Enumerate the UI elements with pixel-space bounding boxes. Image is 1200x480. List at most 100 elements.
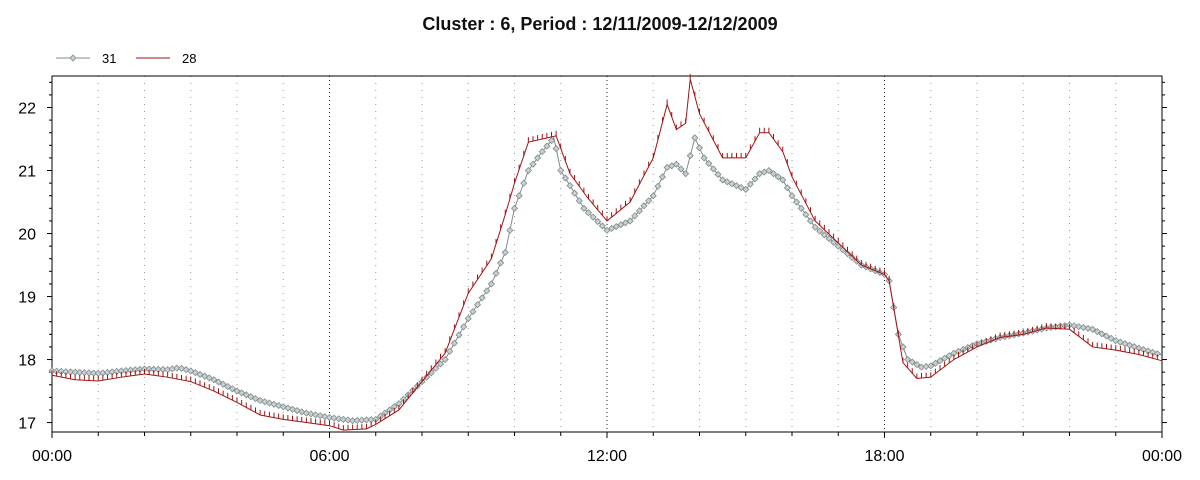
data-point-31 <box>455 331 463 339</box>
data-point-31 <box>344 416 352 424</box>
y-tick-label: 20 <box>18 227 36 244</box>
data-point-31 <box>497 259 505 267</box>
data-point-31 <box>330 414 338 422</box>
data-point-31 <box>589 213 597 221</box>
data-point-31 <box>751 175 759 183</box>
data-point-31 <box>302 409 310 417</box>
data-point-31 <box>228 385 236 393</box>
x-tick-label: 06:00 <box>309 448 349 465</box>
data-point-31 <box>492 269 500 277</box>
data-point-31 <box>705 159 713 167</box>
y-tick-label: 21 <box>18 164 36 181</box>
data-point-31 <box>1102 332 1111 340</box>
data-point-31 <box>219 380 227 388</box>
data-point-31 <box>557 166 565 175</box>
data-point-31 <box>654 182 662 190</box>
x-tick-label: 00:00 <box>1142 448 1182 465</box>
data-point-31 <box>1107 334 1115 342</box>
y-tick-label: 22 <box>18 101 36 118</box>
data-point-31 <box>700 154 708 162</box>
data-point-31 <box>941 354 949 362</box>
data-point-31 <box>774 173 782 181</box>
data-point-31 <box>908 358 916 366</box>
data-point-31 <box>515 192 523 200</box>
data-point-31 <box>695 144 704 152</box>
data-point-31 <box>316 412 324 420</box>
data-point-31 <box>927 362 935 370</box>
data-point-31 <box>325 413 334 422</box>
data-point-31 <box>307 410 315 418</box>
data-point-31 <box>658 173 667 181</box>
data-point-31 <box>552 145 560 153</box>
data-point-31 <box>714 170 722 179</box>
series-line-28 <box>51 79 1163 431</box>
data-point-31 <box>1089 325 1097 333</box>
data-point-31 <box>899 343 907 351</box>
y-tick-label: 17 <box>18 416 36 433</box>
data-point-31 <box>788 192 796 200</box>
data-point-31 <box>645 197 653 205</box>
x-tick-label: 18:00 <box>864 448 904 465</box>
data-point-31 <box>566 182 574 190</box>
data-point-31 <box>765 166 773 175</box>
data-point-31 <box>210 376 218 384</box>
data-point-31 <box>473 301 482 309</box>
data-point-31 <box>538 148 546 156</box>
data-point-31 <box>1084 324 1092 332</box>
data-point-31 <box>1098 330 1106 338</box>
data-point-31 <box>460 323 468 331</box>
data-point-31 <box>214 378 223 386</box>
data-point-31 <box>547 136 556 145</box>
data-point-31 <box>561 174 569 182</box>
data-point-31 <box>783 184 791 192</box>
data-point-31 <box>779 176 787 184</box>
data-point-31 <box>820 231 828 239</box>
data-point-31 <box>584 209 593 217</box>
data-point-31 <box>436 360 445 368</box>
data-point-31 <box>339 415 347 423</box>
data-point-31 <box>843 250 852 258</box>
data-point-31 <box>640 202 648 210</box>
data-point-31 <box>571 189 579 197</box>
data-point-31 <box>483 287 491 295</box>
data-point-31 <box>598 222 606 230</box>
data-point-31 <box>510 204 519 212</box>
data-point-31 <box>797 204 805 212</box>
data-point-31 <box>913 361 921 369</box>
data-point-31 <box>635 207 643 215</box>
data-point-31 <box>173 364 181 372</box>
data-point-31 <box>816 227 824 235</box>
data-point-31 <box>1079 323 1087 332</box>
data-point-31 <box>335 415 343 423</box>
data-point-31 <box>450 339 458 347</box>
data-point-31 <box>931 359 939 367</box>
data-point-31 <box>534 154 542 162</box>
legend-marker-31 <box>69 54 77 62</box>
y-tick-label: 18 <box>18 353 36 370</box>
data-point-31 <box>825 234 833 243</box>
data-point-31 <box>672 160 680 168</box>
data-point-31 <box>686 152 694 160</box>
data-point-31 <box>1093 327 1101 336</box>
data-point-31 <box>1075 323 1083 331</box>
y-tick-label: 19 <box>18 290 36 307</box>
data-point-31 <box>904 355 912 364</box>
data-point-31 <box>746 180 754 188</box>
data-point-31 <box>769 170 778 178</box>
x-tick-label: 00:00 <box>32 448 72 465</box>
data-point-31 <box>580 204 588 212</box>
data-point-31 <box>682 170 690 178</box>
legend-label-28: 28 <box>182 51 196 66</box>
chart-title: Cluster : 6, Period : 12/11/2009-12/12/2… <box>422 14 778 34</box>
data-point-31 <box>506 226 514 234</box>
data-point-31 <box>811 223 819 231</box>
data-point-31 <box>802 211 810 219</box>
x-tick-label: 12:00 <box>587 448 627 465</box>
data-point-31 <box>487 280 495 288</box>
data-point-31 <box>312 411 320 419</box>
legend-label-31: 31 <box>102 51 116 66</box>
data-point-31 <box>742 185 750 193</box>
data-point-31 <box>793 198 801 206</box>
